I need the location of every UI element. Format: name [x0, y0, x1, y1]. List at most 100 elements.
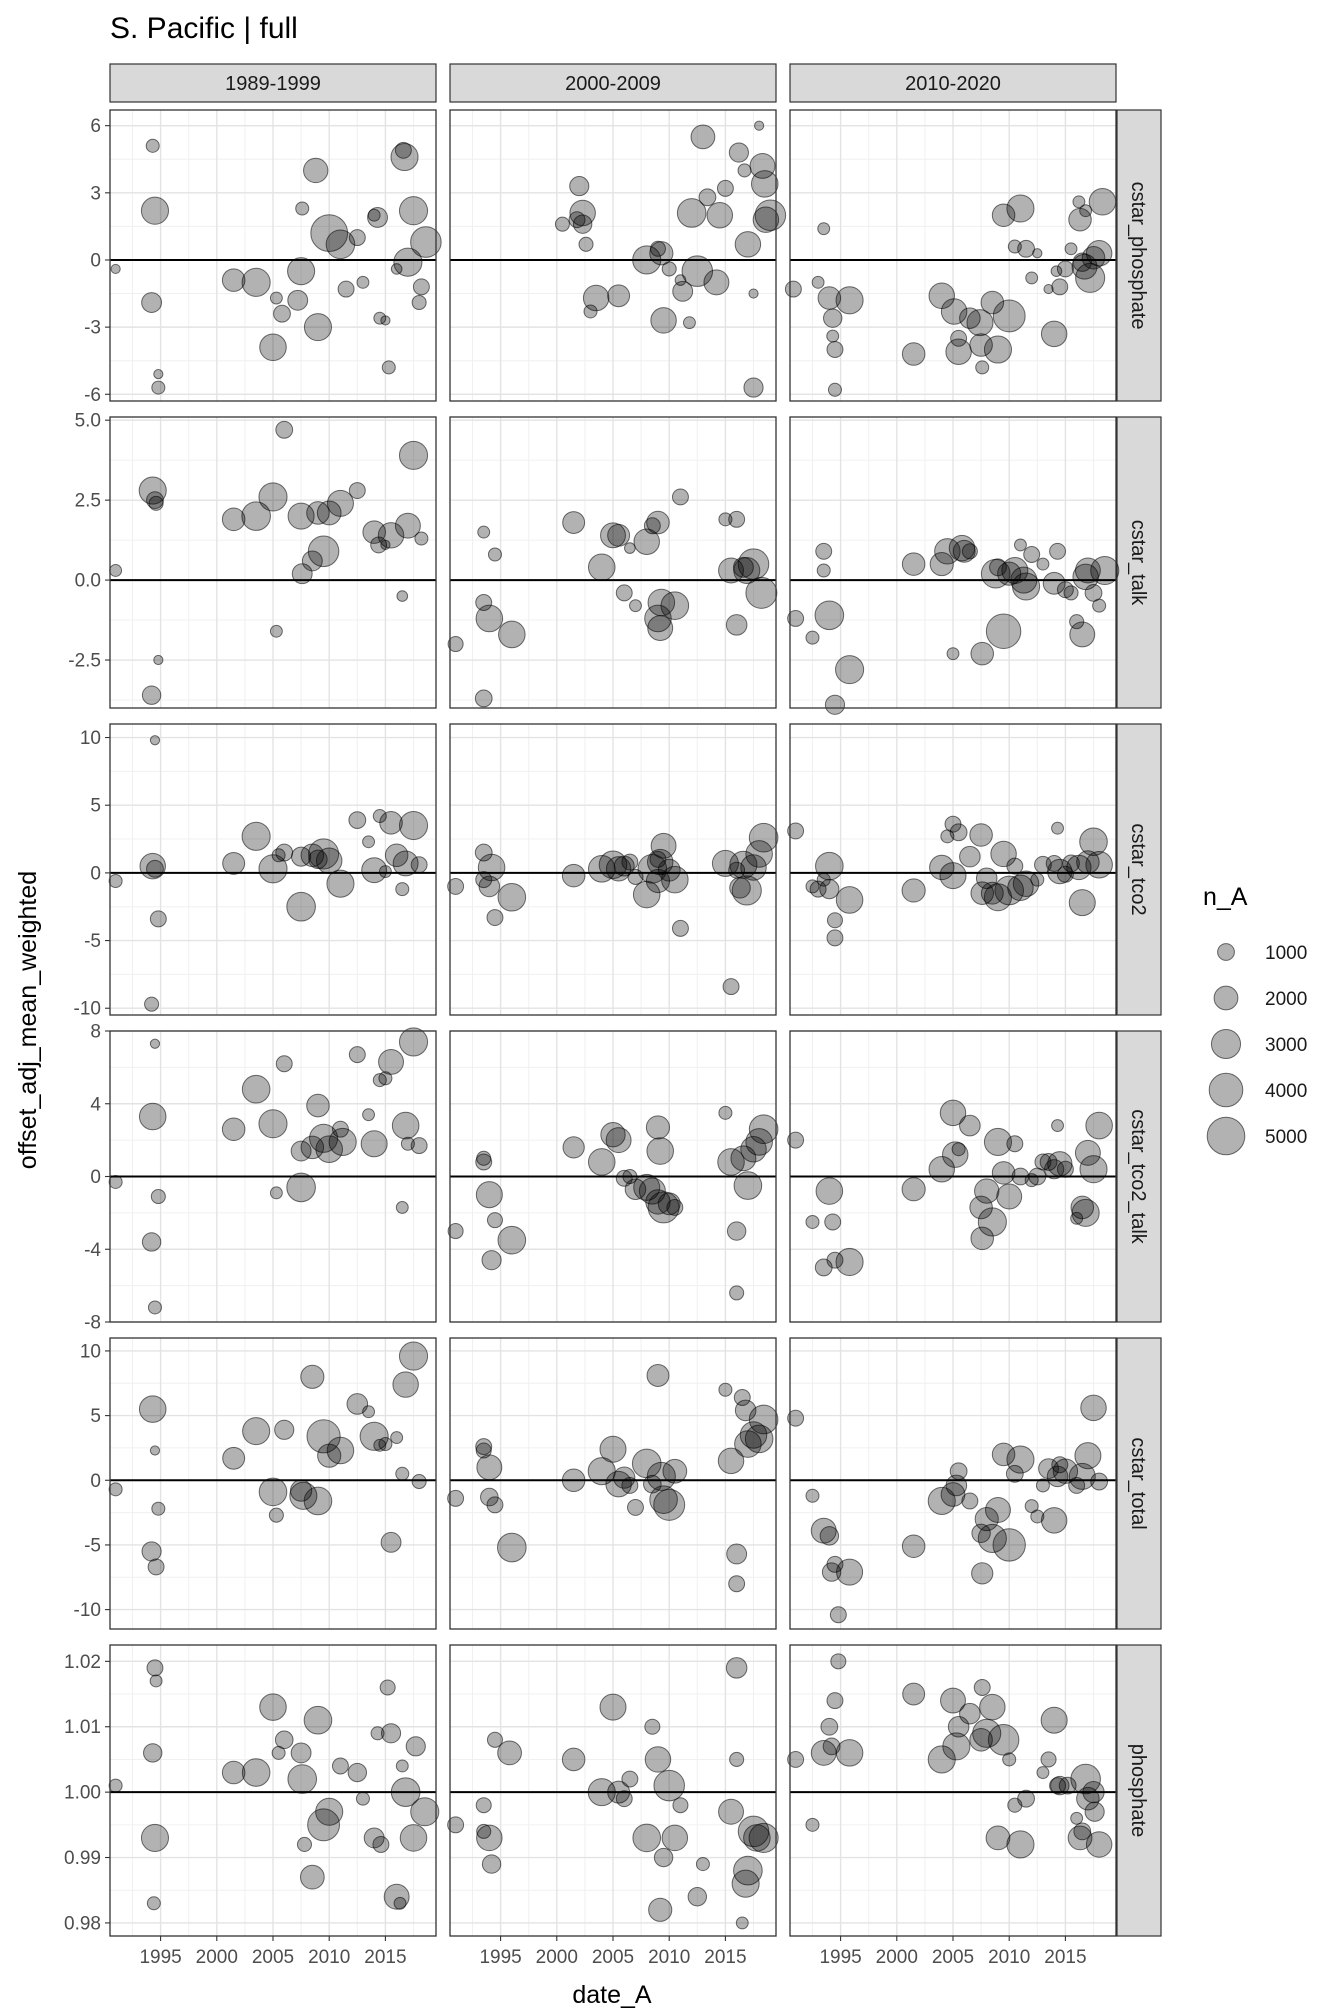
data-point: [303, 157, 329, 184]
data-point: [373, 311, 387, 325]
data-point: [475, 1438, 493, 1456]
data-point: [140, 196, 170, 225]
data-point: [259, 1693, 287, 1721]
data-point: [972, 1718, 1002, 1748]
y-tick-label: -5: [84, 931, 101, 952]
data-point: [1042, 571, 1066, 595]
data-point: [475, 1797, 492, 1814]
data-point: [308, 849, 328, 870]
data-point: [645, 1115, 671, 1140]
data-point: [395, 1200, 409, 1214]
data-point: [1049, 1777, 1067, 1795]
data-point: [1079, 204, 1093, 218]
data-point: [733, 1389, 751, 1406]
data-point: [221, 1117, 246, 1141]
data-point: [151, 380, 166, 395]
data-point: [241, 821, 271, 851]
data-point: [325, 229, 356, 260]
data-point: [729, 1285, 745, 1301]
panel-border: [109, 109, 437, 402]
data-point: [348, 229, 366, 247]
y-tick-label: -5: [84, 1535, 101, 1556]
data-point: [644, 1718, 661, 1735]
data-point: [735, 1916, 749, 1930]
data-point: [698, 188, 717, 207]
data-point: [787, 1131, 805, 1149]
data-point: [153, 654, 164, 666]
data-point: [1075, 262, 1106, 293]
data-point: [486, 1731, 503, 1748]
data-point: [600, 522, 626, 549]
data-point: [562, 1136, 585, 1159]
data-point: [977, 1207, 1007, 1237]
data-point: [835, 1247, 864, 1277]
legend-label: 1000: [1265, 943, 1307, 964]
data-point: [1074, 1442, 1102, 1470]
data-point: [1043, 283, 1054, 295]
data-point: [1076, 850, 1100, 874]
data-point: [1056, 260, 1074, 278]
data-point: [1074, 557, 1101, 584]
data-point: [939, 1099, 967, 1127]
data-point: [306, 501, 330, 525]
data-point: [139, 852, 166, 880]
data-point: [662, 1458, 688, 1484]
x-tick-label: 2015: [1044, 1947, 1086, 1968]
data-point: [359, 1421, 389, 1451]
data-point: [561, 1747, 586, 1772]
data-point: [295, 201, 310, 216]
data-point: [1036, 557, 1050, 571]
data-point: [153, 369, 164, 380]
data-point: [328, 1127, 357, 1156]
column-strip-label: 1989-1999: [225, 73, 321, 95]
data-point: [929, 854, 955, 881]
data-point: [1064, 242, 1078, 256]
data-point: [241, 501, 271, 531]
data-point: [599, 1693, 627, 1721]
data-point: [222, 1446, 246, 1470]
data-point: [258, 1477, 288, 1507]
data-point: [355, 1791, 370, 1806]
data-point: [951, 1142, 966, 1157]
data-point: [835, 886, 864, 914]
x-tick-label: 2000: [536, 1947, 578, 1968]
data-point: [733, 1171, 763, 1200]
data-point: [949, 823, 968, 842]
data-point: [661, 261, 677, 277]
data-point: [627, 1498, 644, 1516]
data-point: [970, 641, 994, 666]
data-point: [310, 214, 349, 253]
data-point: [109, 564, 123, 577]
data-point: [390, 1431, 404, 1445]
data-point: [110, 263, 121, 275]
data-point: [1025, 271, 1039, 285]
y-tick-label: 4: [90, 1094, 101, 1115]
data-point: [268, 1507, 284, 1523]
facet-panel: [109, 416, 437, 709]
data-point: [650, 832, 677, 859]
data-point: [1040, 1751, 1057, 1768]
data-point: [726, 1221, 747, 1241]
panel-border: [789, 1337, 1117, 1630]
data-point: [739, 1421, 768, 1449]
y-tick-label: 1.01: [64, 1717, 101, 1738]
data-point: [561, 863, 586, 888]
data-point: [598, 850, 628, 880]
data-point: [901, 1534, 926, 1558]
panel-border: [789, 723, 1117, 1016]
data-point: [826, 929, 844, 947]
data-point: [824, 1213, 842, 1231]
data-point: [1007, 874, 1034, 902]
data-point: [258, 482, 288, 512]
data-point: [1050, 1775, 1070, 1796]
data-point: [476, 1823, 492, 1839]
data-point: [928, 1155, 955, 1183]
data-point: [991, 1161, 1016, 1185]
facet-panel: [787, 1337, 1117, 1630]
data-point: [805, 1488, 820, 1503]
data-point: [649, 241, 674, 266]
data-point: [377, 522, 405, 549]
data-point: [823, 308, 843, 328]
data-point: [273, 304, 291, 323]
data-point: [447, 877, 465, 895]
